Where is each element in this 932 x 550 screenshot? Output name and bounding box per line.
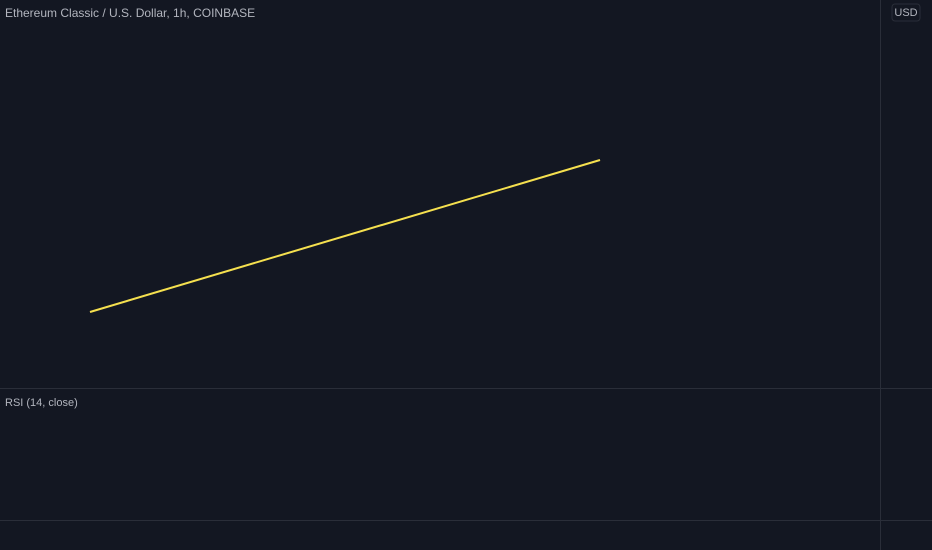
currency-label[interactable]: USD [894, 7, 917, 19]
currency-button[interactable] [891, 3, 921, 22]
plot [89, 159, 601, 313]
trend-line [89, 159, 601, 313]
chart-title: Ethereum Classic / U.S. Dollar, 1h, COIN… [5, 6, 255, 20]
rsi-title: RSI (14, close) [5, 397, 78, 409]
